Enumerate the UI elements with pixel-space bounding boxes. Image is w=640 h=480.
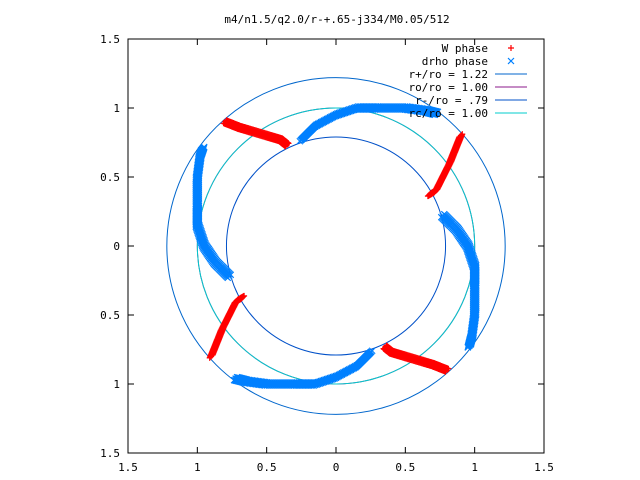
data-point [200,143,208,151]
legend-marker [507,57,515,65]
legend-label: r+/ro = 1.22 [409,68,488,81]
legend-label: W phase [442,42,488,55]
legend-label: rc/ro = 1.00 [409,107,488,120]
y-tick-label: 1 [113,102,120,115]
radius-circle-2 [225,136,447,356]
radius-circles [166,77,506,415]
data-point [434,108,442,116]
radius-circle-3 [196,107,476,385]
data-point [233,373,241,381]
x-tick-label: 1.5 [118,461,138,474]
data-point [427,190,434,197]
y-tick-label: 0 [113,240,120,253]
data-point [467,341,475,348]
legend-label: drho phase [422,55,488,68]
data-point [383,342,390,349]
y-tick-label: 1.5 [100,447,120,460]
x-tick-label: 0.5 [395,461,415,474]
x-tick-label: 0 [333,461,340,474]
y-tick-label: 1.5 [100,33,120,46]
data-point [285,140,292,147]
legend-label: ro/ro = 1.00 [409,81,488,94]
x-tick-label: 0.5 [257,461,277,474]
radius-circle-0 [166,77,506,415]
series-layer [192,103,480,389]
series-0 [206,117,466,375]
legend-label: r-/ro = .79 [415,94,488,107]
data-point [241,292,248,299]
y-tick-label: 0.5 [100,171,120,184]
x-tick-label: 1 [471,461,478,474]
legend-marker [508,45,514,51]
y-tick-label: 0.5 [100,309,120,322]
y-tick-label: 1 [113,378,120,391]
series-1 [192,103,480,389]
chart-title: m4/n1.5/q2.0/r-+.65-j334/M0.05/512 [224,13,449,26]
x-tick-label: 1 [194,461,201,474]
axis-ticks: 1.5 1 0.5 0 0.5 1 1.51.510.500.511.5 [100,33,554,474]
x-tick-label: 1.5 [534,461,554,474]
radius-circle-1 [196,107,476,385]
